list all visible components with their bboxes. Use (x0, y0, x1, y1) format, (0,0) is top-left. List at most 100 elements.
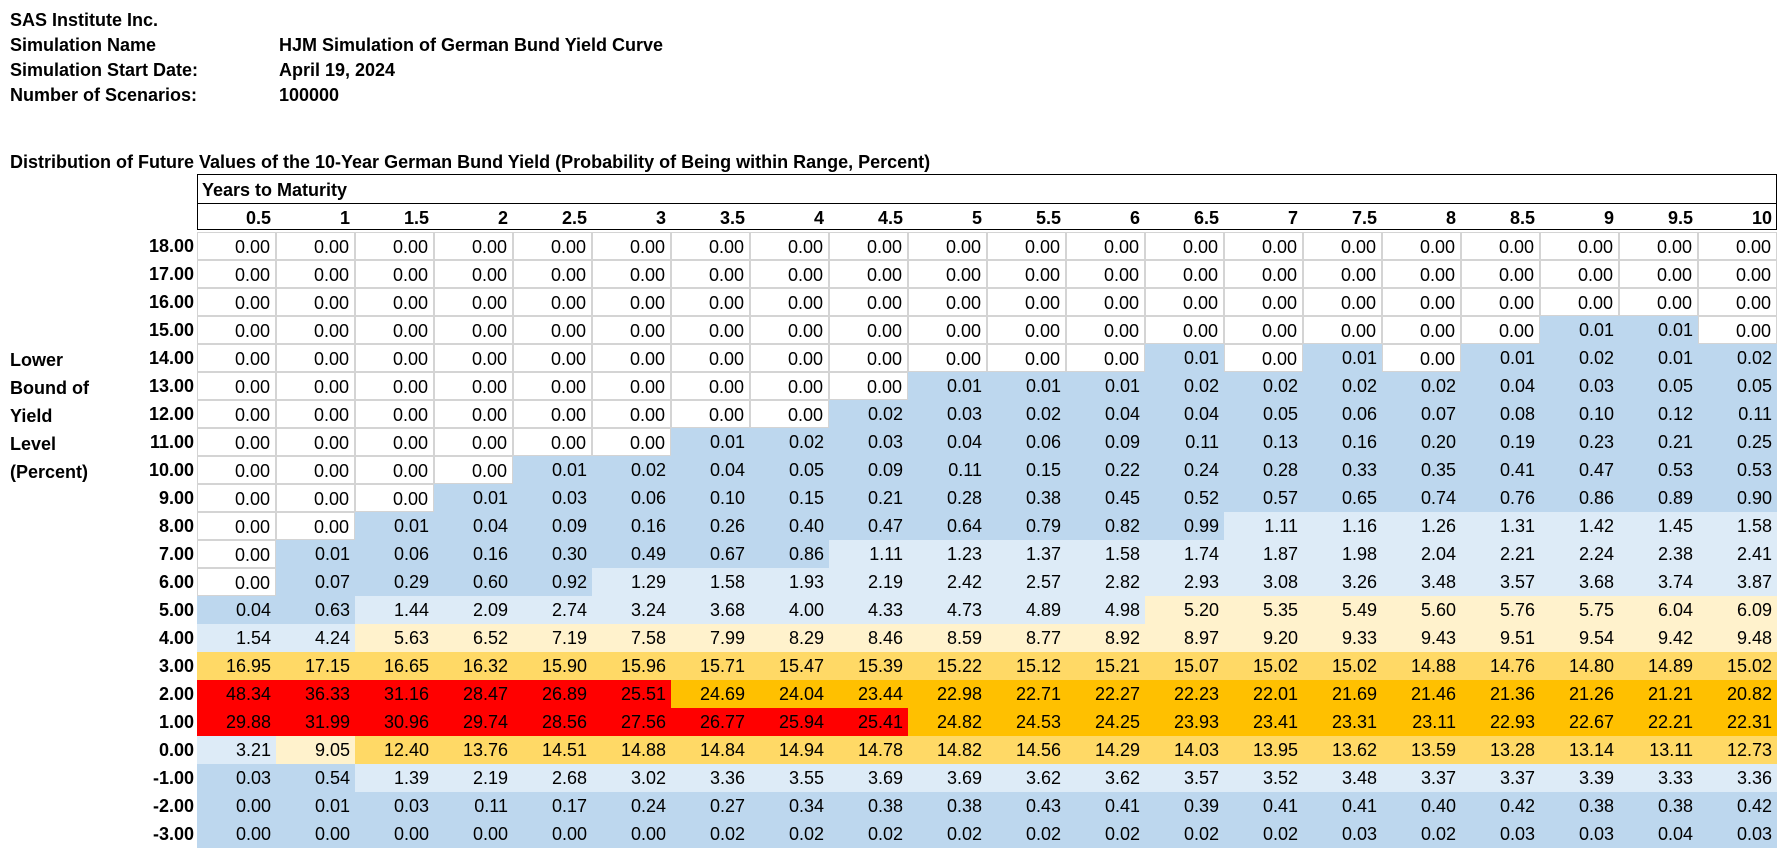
row-label: 0.00 (158, 740, 194, 760)
table-cell: 5.20 (1145, 596, 1224, 624)
row-axis-label-line: Bound of (10, 378, 89, 398)
table-cell: 0.28 (908, 484, 987, 512)
row-label: 4.00 (158, 628, 194, 648)
table-cell: 0.00 (434, 372, 513, 400)
table-cell: 9.48 (1698, 624, 1777, 652)
table-cell: 1.11 (1224, 512, 1303, 540)
table-cell: 0.08 (1461, 400, 1540, 428)
table-cell: 1.54 (197, 624, 276, 652)
table-cell: 0.00 (750, 316, 829, 344)
table-cell: 0.25 (1698, 428, 1777, 456)
table-cell: 3.55 (750, 764, 829, 792)
table-cell: 8.92 (1066, 624, 1145, 652)
table-cell: 0.00 (1303, 232, 1382, 260)
table-cell: 0.02 (592, 456, 671, 484)
table-cell: 14.03 (1145, 736, 1224, 764)
table-cell: 29.88 (197, 708, 276, 736)
table-cell: 0.00 (355, 428, 434, 456)
table-cell: 1.11 (829, 540, 908, 568)
start-date-label: Simulation Start Date: (10, 60, 199, 80)
table-cell: 2.57 (987, 568, 1066, 596)
table-cell: 26.89 (513, 680, 592, 708)
table-cell: 8.59 (908, 624, 987, 652)
table-cell: 0.00 (197, 400, 276, 428)
table-cell: 0.09 (513, 512, 592, 540)
table-cell: 0.01 (671, 428, 750, 456)
table-cell: 0.00 (1224, 316, 1303, 344)
table-cell: 0.02 (1066, 820, 1145, 848)
table-cell: 0.07 (1382, 400, 1461, 428)
table-cell: 0.11 (434, 792, 513, 820)
table-cell: 3.74 (1619, 568, 1698, 596)
table-cell: 0.00 (197, 568, 276, 596)
table-cell: 23.44 (829, 680, 908, 708)
table-cell: 22.27 (1066, 680, 1145, 708)
table-cell: 0.00 (1145, 260, 1224, 288)
table-cell: 13.62 (1303, 736, 1382, 764)
table-cell: 0.00 (750, 260, 829, 288)
table-cell: 0.82 (1066, 512, 1145, 540)
table-cell: 0.00 (276, 512, 355, 540)
table-cell: 0.45 (1066, 484, 1145, 512)
table-cell: 21.21 (1619, 680, 1698, 708)
table-cell: 0.00 (1461, 260, 1540, 288)
table-cell: 0.00 (1382, 260, 1461, 288)
sim-name-value: HJM Simulation of German Bund Yield Curv… (279, 35, 664, 55)
table-cell: 0.24 (1145, 456, 1224, 484)
table-cell: 0.00 (592, 260, 671, 288)
table-cell: 4.33 (829, 596, 908, 624)
table-cell: 24.69 (671, 680, 750, 708)
table-cell: 0.00 (276, 344, 355, 372)
table-cell: 13.28 (1461, 736, 1540, 764)
table-cell: 0.04 (671, 456, 750, 484)
table-cell: 0.00 (1066, 232, 1145, 260)
row-axis-label-line: Lower (10, 350, 64, 370)
table-cell: 27.56 (592, 708, 671, 736)
table-cell: 0.64 (908, 512, 987, 540)
table-cell: 2.41 (1698, 540, 1777, 568)
table-cell: 4.98 (1066, 596, 1145, 624)
table-cell: 0.01 (355, 512, 434, 540)
table-cell: 0.00 (197, 316, 276, 344)
table-cell: 0.00 (276, 232, 355, 260)
table-cell: 15.96 (592, 652, 671, 680)
table-cell: 5.49 (1303, 596, 1382, 624)
table-cell: 14.94 (750, 736, 829, 764)
table-cell: 0.00 (197, 820, 276, 848)
table-cell: 0.23 (1540, 428, 1619, 456)
table-cell: 0.00 (513, 428, 592, 456)
table-cell: 0.05 (1224, 400, 1303, 428)
table-cell: 0.04 (908, 428, 987, 456)
table-cell: 0.67 (671, 540, 750, 568)
table-cell: 0.41 (1224, 792, 1303, 820)
table-cell: 0.02 (1382, 820, 1461, 848)
table-cell: 6.09 (1698, 596, 1777, 624)
table-cell: 0.01 (1145, 344, 1224, 372)
table-cell: 14.29 (1066, 736, 1145, 764)
table-cell: 2.24 (1540, 540, 1619, 568)
table-cell: 0.04 (1461, 372, 1540, 400)
table-cell: 0.05 (1698, 372, 1777, 400)
table-cell: 0.00 (1066, 288, 1145, 316)
table-cell: 0.02 (1145, 372, 1224, 400)
table-cell: 0.16 (1303, 428, 1382, 456)
table-cell: 0.00 (592, 400, 671, 428)
table-cell: 0.10 (671, 484, 750, 512)
table-cell: 0.00 (1461, 232, 1540, 260)
table-cell: 5.63 (355, 624, 434, 652)
table-cell: 0.30 (513, 540, 592, 568)
table-cell: 0.00 (987, 232, 1066, 260)
table-cell: 13.11 (1619, 736, 1698, 764)
table-cell: 0.27 (671, 792, 750, 820)
table-cell: 0.00 (197, 260, 276, 288)
table-cell: 3.37 (1461, 764, 1540, 792)
table-cell: 26.77 (671, 708, 750, 736)
table-cell: 0.02 (1145, 820, 1224, 848)
table-cell: 0.00 (987, 344, 1066, 372)
table-cell: 21.46 (1382, 680, 1461, 708)
table-cell: 2.42 (908, 568, 987, 596)
table-cell: 0.00 (513, 344, 592, 372)
table-cell: 0.00 (908, 344, 987, 372)
table-cell: 0.00 (276, 456, 355, 484)
table-cell: 0.00 (1145, 288, 1224, 316)
